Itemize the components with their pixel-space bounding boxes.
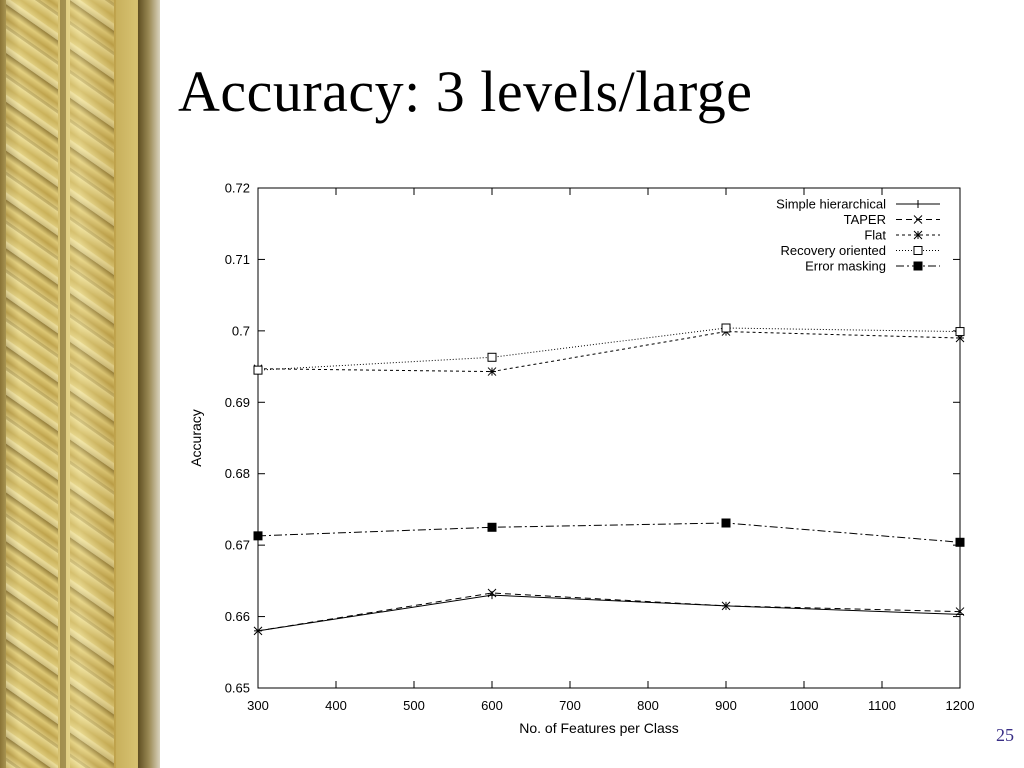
x-axis-label: No. of Features per Class	[519, 720, 679, 736]
data-point-3-2	[487, 367, 497, 376]
legend-label-4: Recovery oriented	[781, 243, 887, 258]
data-point-5-4	[955, 537, 965, 547]
x-tick-label: 500	[403, 698, 425, 713]
legend-label-5: Error masking	[805, 259, 886, 274]
series-line-2	[257, 592, 961, 632]
x-tick-label: 1200	[946, 698, 975, 713]
y-tick-label: 0.68	[225, 466, 250, 481]
legend-marker-2	[913, 215, 923, 224]
x-tick-label: 1100	[868, 698, 896, 713]
series-line-5	[257, 522, 961, 543]
series-line-4	[257, 327, 961, 371]
data-point-4-3	[721, 323, 731, 333]
data-point-4-4	[955, 327, 965, 337]
slide-number: 25	[996, 725, 1014, 745]
series-line-3	[257, 331, 961, 373]
x-tick-label: 1000	[790, 698, 819, 713]
data-point-2-4	[955, 607, 965, 616]
y-tick-label: 0.66	[225, 609, 250, 624]
data-point-2-2	[487, 588, 497, 598]
y-tick-label: 0.7	[232, 323, 250, 338]
x-tick-label: 600	[481, 698, 503, 713]
x-tick-label: 300	[247, 698, 269, 713]
data-point-2-1	[253, 626, 263, 636]
slide-title: Accuracy: 3 levels/large	[178, 59, 753, 124]
y-tick-label: 0.65	[225, 681, 250, 696]
data-point-4-1	[253, 365, 263, 375]
data-point-5-2	[487, 522, 497, 532]
legend-marker-5	[913, 261, 923, 271]
data-point-4-2	[487, 352, 497, 362]
x-tick-label: 800	[637, 698, 659, 713]
plot-frame	[257, 187, 961, 689]
legend-label-1: Simple hierarchical	[776, 197, 886, 212]
accuracy-line-chart: 300 400 500 600 700 800 900 1000 1100 1200 0.65 0.6…	[188, 181, 975, 737]
x-tick-label: 400	[325, 698, 347, 713]
legend-label-3: Flat	[864, 228, 886, 243]
legend-marker-3	[913, 230, 923, 240]
legend-marker-4	[913, 246, 923, 255]
series-line-1	[257, 594, 961, 632]
y-tick-label: 0.67	[225, 538, 250, 553]
decorative-sidebar	[0, 0, 160, 768]
x-tick-label: 900	[715, 698, 737, 713]
data-point-5-3	[721, 518, 731, 528]
y-axis-label: Accuracy	[188, 409, 204, 467]
legend-marker-1	[914, 200, 922, 208]
legend-label-2: TAPER	[844, 212, 886, 227]
y-tick-label: 0.69	[225, 395, 250, 410]
data-point-5-1	[253, 531, 263, 541]
data-point-2-3	[721, 601, 731, 611]
y-tick-label: 0.71	[225, 252, 250, 267]
x-tick-label: 700	[559, 698, 581, 713]
y-tick-label: 0.72	[225, 181, 250, 196]
